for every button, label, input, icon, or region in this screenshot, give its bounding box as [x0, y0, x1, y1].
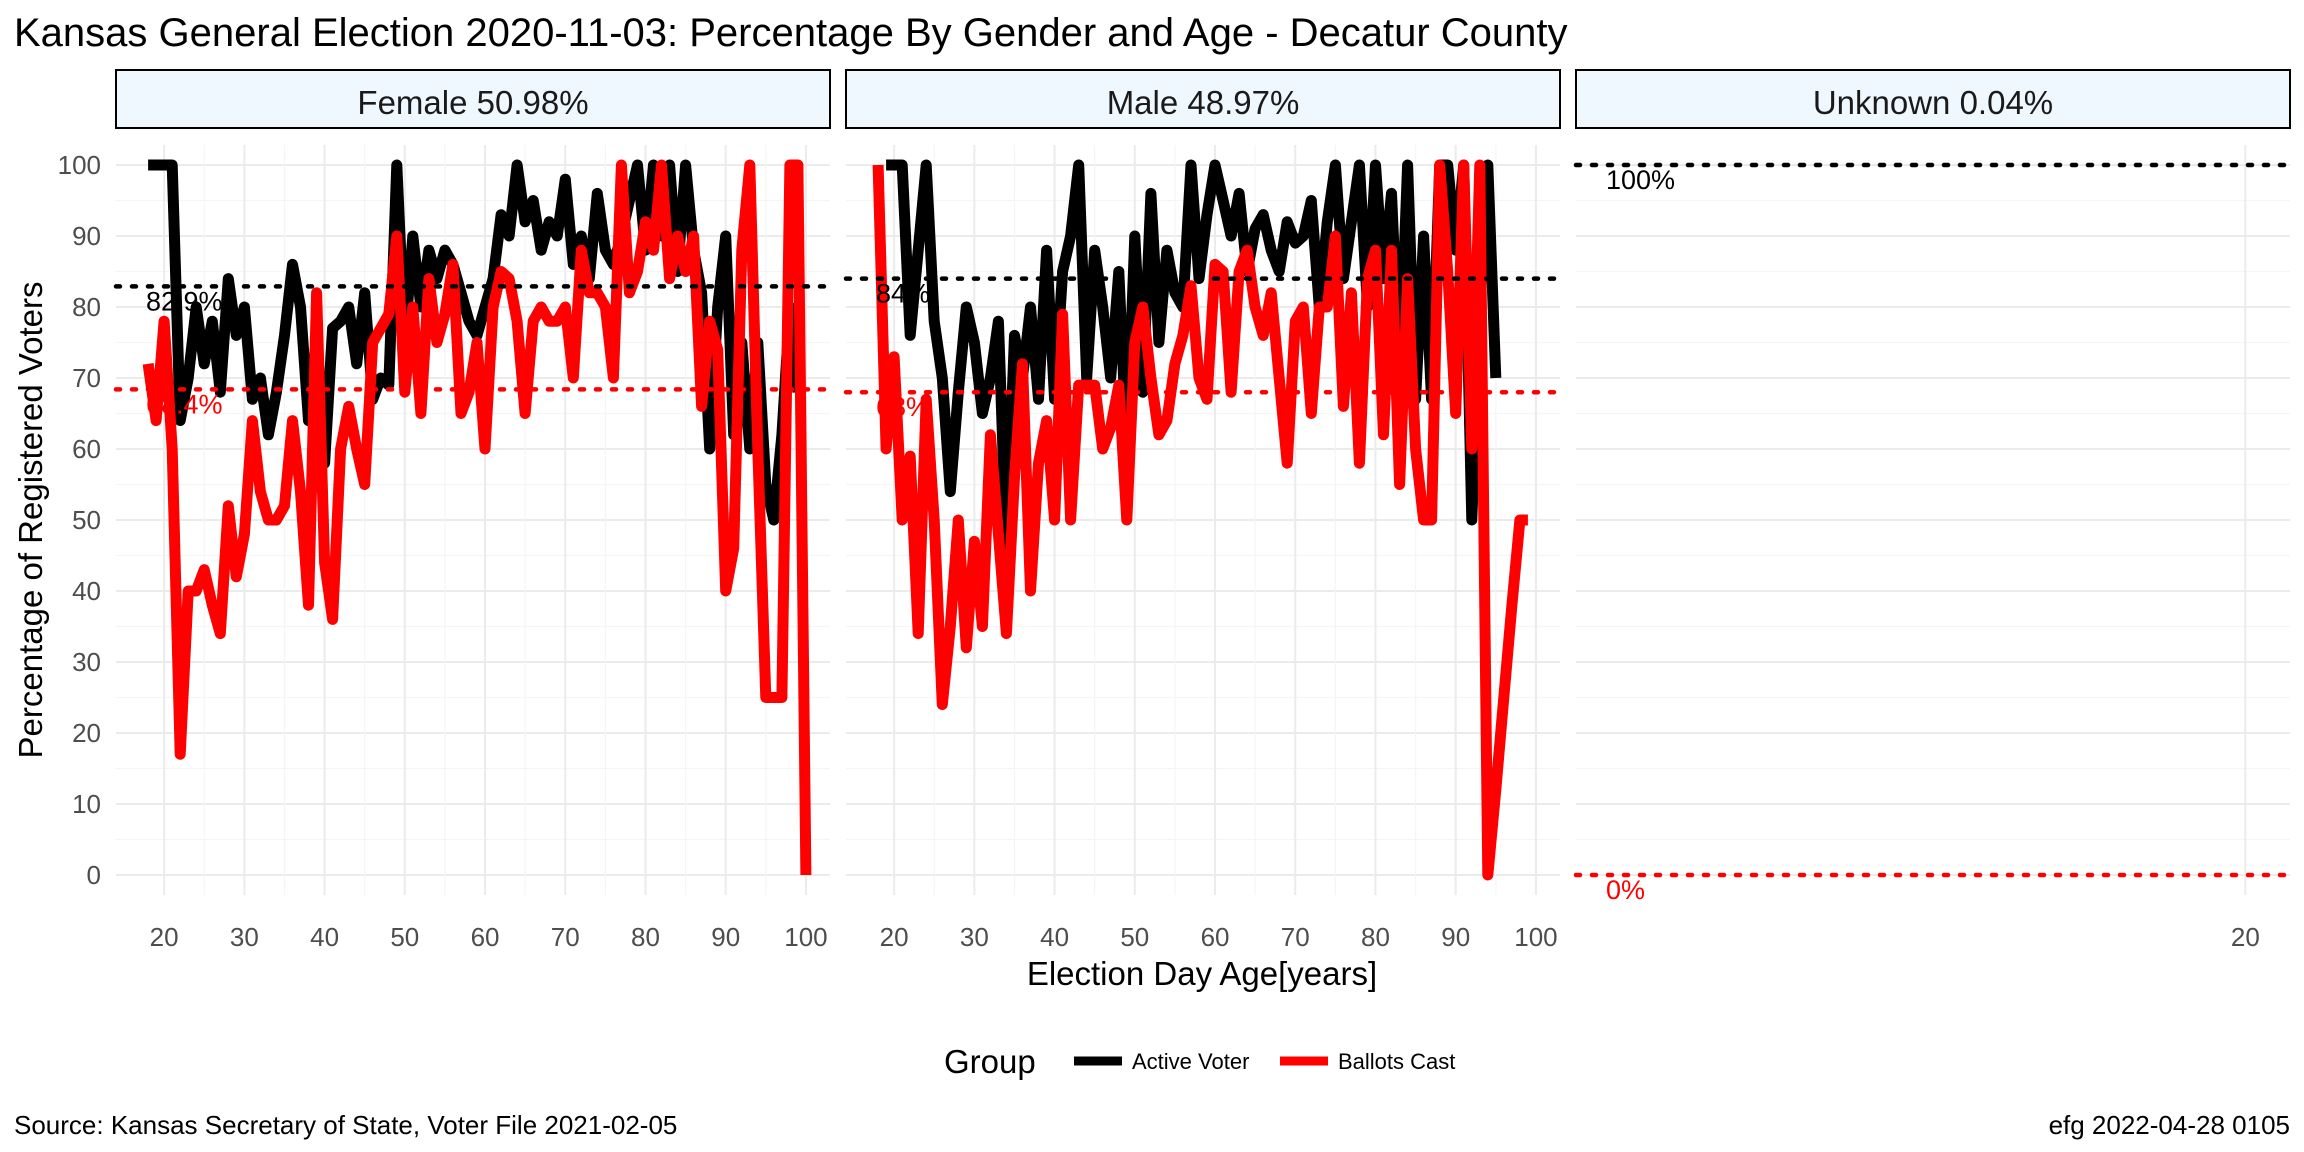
y-tick-label: 40	[72, 576, 101, 606]
y-tick-label: 70	[72, 363, 101, 393]
y-tick-label: 90	[72, 221, 101, 251]
facet-strip-label: Unknown 0.04%	[1813, 84, 2053, 121]
x-tick-label: 90	[711, 922, 740, 952]
reference-line-label: 68%	[876, 392, 930, 422]
facet-strip	[1575, 69, 2291, 129]
panel-unknown: Unknown 0.04% 20 100% 0%	[1573, 69, 2293, 952]
date-caption: efg 2022-04-28 0105	[2049, 1110, 2290, 1140]
x-tick-label: 30	[230, 922, 259, 952]
x-tick-label: 100	[1514, 922, 1557, 952]
reference-line-label: 84%	[876, 279, 930, 309]
panel-female: Female 50.98% 20 30 40 50 60 70 80 90 100 0 10 20 30 4…	[58, 69, 833, 952]
y-tick-label: 80	[72, 292, 101, 322]
x-tick-label: 50	[1120, 922, 1149, 952]
reference-line-label: 82.9%	[146, 286, 223, 316]
reference-line-label: 68.4%	[146, 389, 223, 419]
x-tick-label: 20	[880, 922, 909, 952]
x-tick-label: 70	[551, 922, 580, 952]
legend-label-ballots-cast: Ballots Cast	[1338, 1049, 1455, 1074]
y-tick-label: 100	[58, 150, 101, 180]
panel-male: Male 48.97% 20 30 40 50 60 70 80 90 100 84% 68%	[843, 69, 1563, 952]
x-tick-label: 30	[960, 922, 989, 952]
legend-label-active-voter: Active Voter	[1132, 1049, 1249, 1074]
reference-line-label: 100%	[1606, 165, 1675, 195]
facet-strip-label: Male 48.97%	[1107, 84, 1300, 121]
x-tick-label: 20	[150, 922, 179, 952]
y-tick-label: 10	[72, 789, 101, 819]
legend: Group Active Voter Ballots Cast	[944, 1043, 1455, 1080]
legend-title: Group	[944, 1043, 1036, 1080]
series-line-ballots-cast	[872, 159, 1528, 881]
x-tick-label: 90	[1441, 922, 1470, 952]
x-axis-title: Election Day Age[years]	[1027, 955, 1377, 992]
y-tick-label: 0	[87, 860, 101, 890]
x-tick-label: 40	[310, 922, 339, 952]
y-tick-label: 20	[72, 718, 101, 748]
x-tick-label: 80	[1361, 922, 1390, 952]
x-tick-label: 60	[1201, 922, 1230, 952]
x-tick-label: 70	[1281, 922, 1310, 952]
y-axis-title: Percentage of Registered Voters	[12, 282, 49, 759]
series-line-active-voter	[148, 159, 804, 526]
facet-strip	[115, 69, 831, 129]
reference-line-label: 0%	[1606, 875, 1645, 905]
x-tick-label: 100	[784, 922, 827, 952]
facet-strip	[845, 69, 1561, 129]
chart-title: Kansas General Election 2020-11-03: Perc…	[14, 11, 1568, 55]
x-tick-label: 40	[1040, 922, 1069, 952]
y-tick-label: 30	[72, 647, 101, 677]
y-tick-label: 60	[72, 434, 101, 464]
source-caption: Source: Kansas Secretary of State, Voter…	[14, 1110, 677, 1140]
panels-layer: Female 50.98% 20 30 40 50 60 70 80 90 100 0 10 20 30 4…	[58, 69, 2293, 952]
y-tick-label: 50	[72, 505, 101, 535]
x-tick-label: 80	[631, 922, 660, 952]
x-tick-label: 60	[471, 922, 500, 952]
x-tick-label: 50	[390, 922, 419, 952]
series-line-ballots-cast	[142, 159, 812, 876]
facet-strip-label: Female 50.98%	[357, 84, 588, 121]
x-tick-label: 20	[2231, 922, 2260, 952]
